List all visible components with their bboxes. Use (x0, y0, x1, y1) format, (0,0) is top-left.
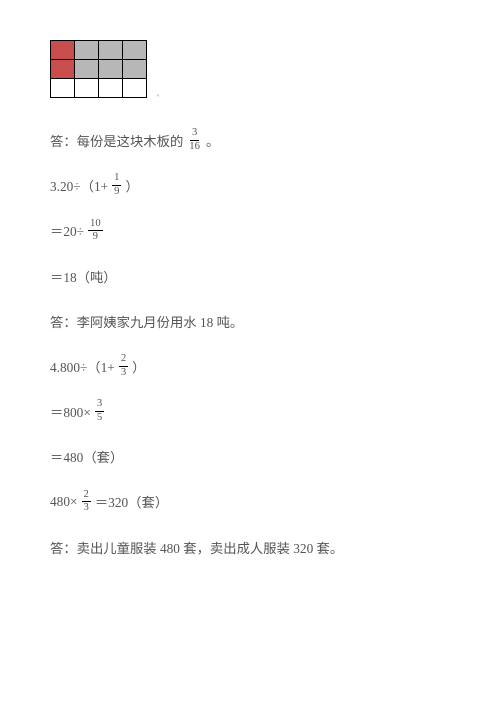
page-content: 。 答：每份是这块木板的 3 16 。 3.20÷（1+ 1 9 ） ＝20÷ … (0, 0, 500, 589)
problem-4-step-3-pre: 480× (50, 494, 78, 510)
problem-4-post: ） (132, 357, 145, 376)
grid-cell (99, 60, 123, 79)
answer-1: 答：每份是这块木板的 3 16 。 (50, 128, 450, 152)
problem-4-pre: 4.800÷（1+ (50, 357, 115, 376)
problem-4-step-3-fraction: 2 3 (82, 490, 91, 514)
problem-4-step-1-fraction: 3 5 (95, 399, 104, 423)
problem-4-step-3: 480× 2 3 ＝320（套） (50, 490, 450, 514)
problem-3-step-1-fraction: 10 9 (88, 219, 103, 243)
problem-3-fraction: 1 9 (112, 173, 121, 197)
answer-1-post: 。 (206, 131, 219, 150)
grid-cell (99, 79, 123, 98)
grid-cell (99, 41, 123, 60)
grid-cell (123, 41, 147, 60)
grid-cell (51, 41, 75, 60)
grid-cell (75, 60, 99, 79)
problem-4-step-1: ＝800× 3 5 (50, 399, 450, 423)
grid-cell (51, 60, 75, 79)
grid-cell (51, 79, 75, 98)
grid-cell (123, 60, 147, 79)
answer-1-pre: 答：每份是这块木板的 (50, 131, 183, 150)
problem-4-step-1-pre: ＝800× (50, 402, 91, 421)
grid-cell (123, 79, 147, 98)
problem-3-step-1-pre: ＝20÷ (50, 221, 84, 240)
problem-3-step-2: ＝18（吨） (50, 264, 450, 288)
problem-4-expr: 4.800÷（1+ 2 3 ） (50, 354, 450, 378)
grid-cell (75, 41, 99, 60)
answer-4: 答：卖出儿童服装 480 套，卖出成人服装 320 套。 (50, 535, 450, 559)
wood-grid (50, 40, 147, 98)
wood-grid-figure: 。 (50, 40, 450, 98)
problem-3-post: ） (125, 176, 138, 195)
problem-3-pre: 3.20÷（1+ (50, 176, 108, 195)
grid-trailing-mark: 。 (157, 89, 163, 98)
problem-3-step-1: ＝20÷ 10 9 (50, 219, 450, 243)
grid-cell (75, 79, 99, 98)
problem-4-step-3-post: ＝320（套） (95, 492, 168, 511)
problem-4-fraction: 2 3 (119, 354, 128, 378)
problem-3-expr: 3.20÷（1+ 1 9 ） (50, 173, 450, 197)
answer-1-fraction: 3 16 (187, 128, 202, 152)
answer-3: 答：李阿姨家九月份用水 18 吨。 (50, 309, 450, 333)
problem-4-step-2: ＝480（套） (50, 445, 450, 469)
